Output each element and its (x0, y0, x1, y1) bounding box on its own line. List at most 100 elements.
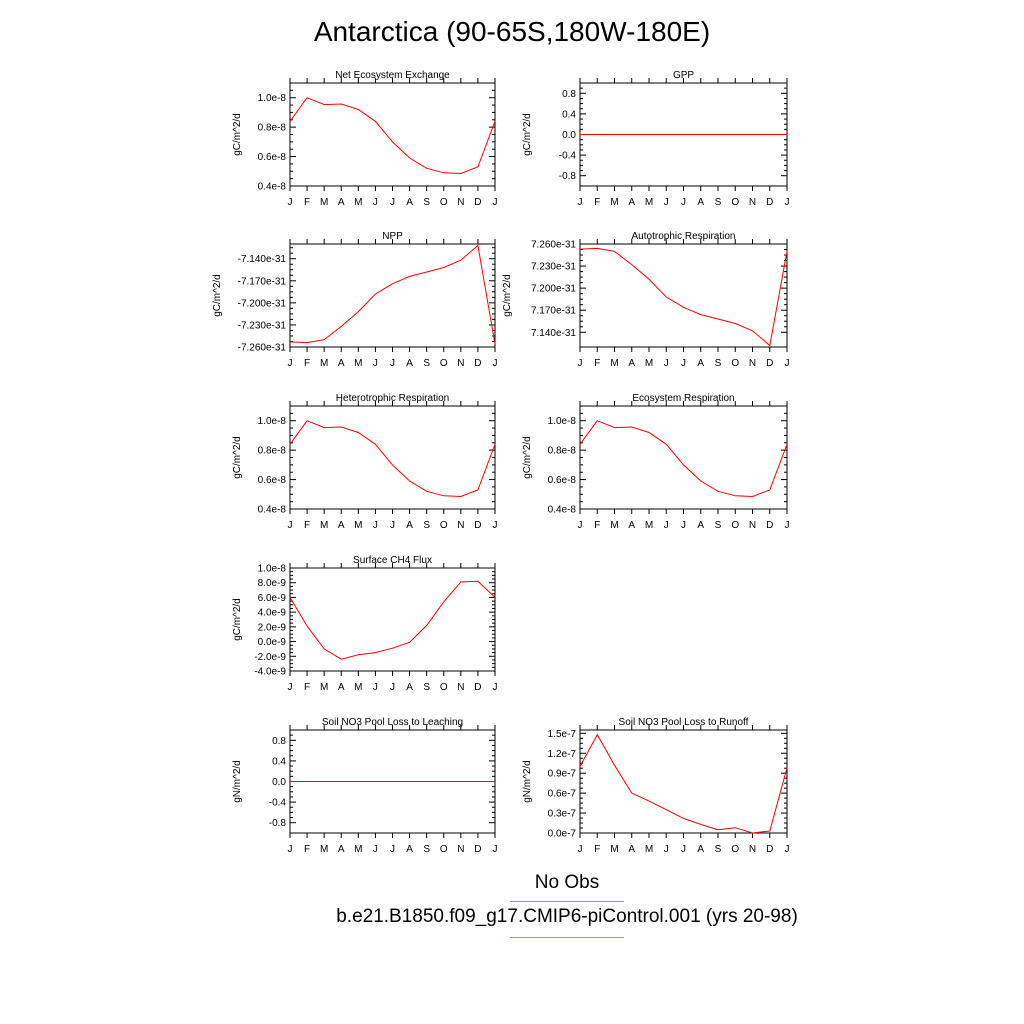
x-tick-label: F (304, 520, 310, 531)
x-tick-label: J (288, 358, 293, 369)
x-tick-label: M (610, 358, 618, 369)
y-tick-label: 7.260e-31 (531, 240, 576, 251)
x-tick-label: A (406, 197, 413, 208)
chart-panel-3: NPP gC/m^2/d -7.260e-31 -7.230e-31 -7.200e-3… (212, 231, 498, 369)
x-tick-label: J (373, 520, 378, 531)
x-tick-label: N (457, 197, 464, 208)
x-tick-label: N (457, 682, 464, 693)
y-tick-label: 7.200e-31 (531, 284, 576, 295)
y-tick-label: 7.230e-31 (531, 262, 576, 273)
x-tick-label: N (749, 520, 756, 531)
y-axis-label: gC/m^2/d (522, 113, 533, 156)
x-tick-label: D (474, 520, 481, 531)
x-tick-label: O (731, 520, 739, 531)
series-line (289, 420, 496, 498)
panel-title: Soil NO3 Pool Loss to Leaching (322, 717, 463, 728)
y-tick-label: 0.4e-8 (548, 505, 577, 516)
x-tick-label: S (715, 844, 722, 855)
legend-model-label: b.e21.B1850.f09_g17.CMIP6-piControl.001 … (336, 906, 798, 927)
x-tick-label: J (390, 844, 395, 855)
x-tick-label: J (578, 197, 583, 208)
panel-title: Heterotrophic Respiration (336, 393, 449, 404)
x-tick-label: D (766, 844, 773, 855)
x-tick-label: D (474, 358, 481, 369)
x-tick-label: M (645, 197, 653, 208)
x-tick-label: N (749, 197, 756, 208)
x-tick-label: F (304, 682, 310, 693)
y-tick-label: -7.170e-31 (238, 276, 287, 287)
plot-frame (289, 567, 496, 672)
x-tick-label: J (681, 197, 686, 208)
y-tick-label: 0.8e-8 (258, 123, 287, 134)
x-tick-label: S (423, 682, 430, 693)
plot-frame (289, 82, 496, 187)
y-tick-label: -7.230e-31 (238, 320, 287, 331)
x-tick-label: M (320, 358, 328, 369)
x-tick-label: J (681, 358, 686, 369)
x-tick-label: J (373, 358, 378, 369)
y-axis-label: gC/m^2/d (232, 598, 243, 641)
x-tick-label: J (288, 197, 293, 208)
x-tick-label: D (474, 682, 481, 693)
plot-frame (289, 405, 496, 510)
series-line (289, 244, 496, 345)
x-tick-label: D (474, 197, 481, 208)
chart-panel-8: Soil NO3 Pool Loss to Leaching gN/m^2/d -0… (232, 717, 498, 855)
x-tick-label: M (610, 197, 618, 208)
y-tick-label: 7.140e-31 (531, 328, 576, 339)
x-tick-label: O (731, 197, 739, 208)
series-line (289, 97, 496, 175)
y-tick-label: 1.0e-8 (258, 564, 287, 575)
y-tick-label: 0.0 (562, 130, 576, 141)
x-tick-label: M (645, 520, 653, 531)
x-tick-label: N (457, 520, 464, 531)
chart-panel-9: Soil NO3 Pool Loss to Runoff gN/m^2/d 0.0e… (522, 717, 790, 855)
y-tick-label: 0.6e-8 (258, 152, 287, 163)
x-tick-label: F (594, 358, 600, 369)
x-tick-label: M (645, 844, 653, 855)
x-tick-label: J (373, 682, 378, 693)
legend-obs-label: No Obs (534, 872, 600, 893)
chart-panel-6: Ecosystem Respiration gC/m^2/d 0.4e-8 0.6e-… (522, 393, 790, 531)
y-axis-label: gC/m^2/d (522, 436, 533, 479)
panel-title: Net Ecosystem Exchange (335, 70, 450, 81)
x-tick-label: J (493, 358, 498, 369)
y-axis-label: gC/m^2/d (232, 436, 243, 479)
x-tick-label: A (628, 844, 635, 855)
x-tick-label: J (578, 520, 583, 531)
y-axis-label: gN/m^2/d (232, 760, 243, 803)
x-tick-label: F (594, 520, 600, 531)
x-tick-label: J (493, 520, 498, 531)
x-tick-label: A (406, 358, 413, 369)
y-tick-label: 0.8 (272, 736, 286, 747)
panel-title: Autotrophic Respiration (632, 231, 736, 242)
x-tick-label: D (766, 520, 773, 531)
y-tick-label: 7.170e-31 (531, 306, 576, 317)
y-tick-label: 1.5e-7 (548, 729, 577, 740)
x-tick-label: A (697, 197, 704, 208)
series-line (579, 733, 788, 834)
x-tick-label: O (440, 844, 448, 855)
x-tick-label: F (594, 197, 600, 208)
x-tick-label: A (628, 520, 635, 531)
x-tick-label: M (320, 520, 328, 531)
x-tick-label: D (474, 844, 481, 855)
y-tick-label: 0.4e-8 (258, 505, 287, 516)
y-tick-label: -0.4 (269, 798, 287, 809)
figure-title: Antarctica (90-65S,180W-180E) (313, 16, 711, 47)
y-tick-label: 1.0e-8 (258, 416, 287, 427)
y-axis-label: gC/m^2/d (502, 274, 513, 317)
y-tick-label: 4.0e-9 (258, 608, 287, 619)
x-tick-label: M (645, 358, 653, 369)
legend-model-line (510, 937, 624, 938)
x-tick-label: O (440, 520, 448, 531)
y-tick-label: 0.6e-8 (548, 475, 577, 486)
x-tick-label: A (406, 682, 413, 693)
x-tick-label: O (731, 844, 739, 855)
series-line (579, 420, 788, 498)
x-tick-label: N (457, 844, 464, 855)
x-tick-label: J (785, 844, 790, 855)
y-tick-label: 0.9e-7 (548, 769, 577, 780)
x-tick-label: J (373, 844, 378, 855)
